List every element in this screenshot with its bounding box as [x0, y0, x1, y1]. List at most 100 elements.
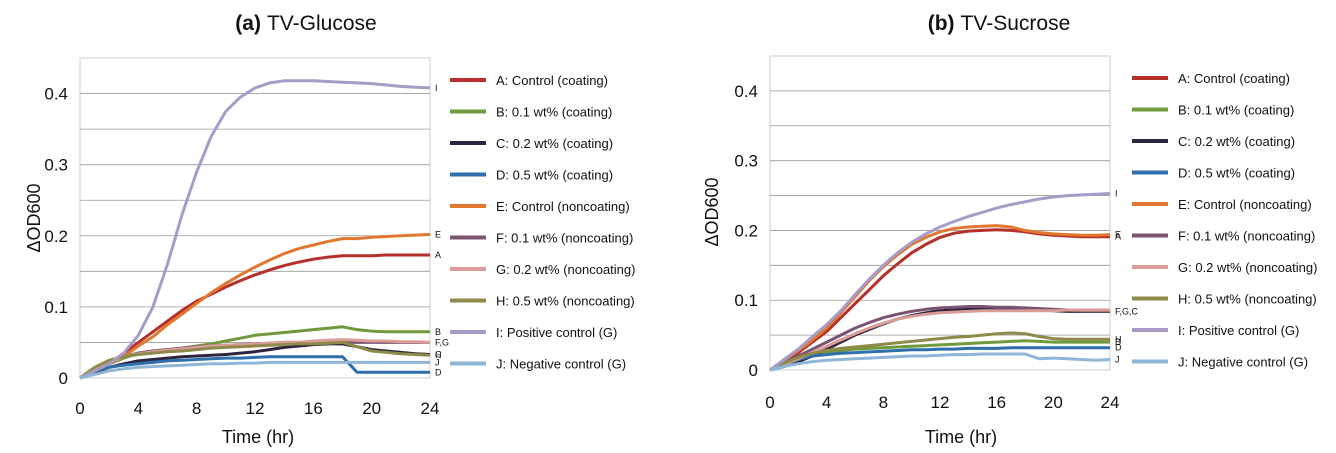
y-tick-label: 0.2 — [44, 227, 68, 246]
y-tick-label: 0.1 — [734, 291, 758, 310]
x-tick-label: 20 — [1044, 393, 1063, 412]
panel-b: (b) TV-Sucrose 00.10.20.30.4 0 4 8 12 16 20 24 … — [702, 12, 1317, 447]
x-tick-label: 0 — [765, 393, 774, 412]
panel-a: (a) TV-Glucose 00.10.20.30.4 0 4 8 12 16 20 24 … — [24, 12, 635, 447]
y-tick-labels: 0 0.1 0.2 0.3 0.4 — [44, 85, 68, 388]
series-end-label: A — [435, 250, 441, 260]
legend-label: B: 0.1 wt% (coating) — [496, 105, 612, 120]
legend: A: Control (coating) B: 0.1 wt% (coating)… — [1132, 71, 1317, 370]
y-tick-label: 0.3 — [734, 152, 758, 171]
gridlines — [80, 93, 430, 343]
series-lines — [769, 192, 1111, 372]
series-end-label: H — [435, 350, 442, 360]
legend-label: F: 0.1 wt% (noncoating) — [1178, 229, 1315, 244]
x-tick-labels: 0 4 8 12 16 20 24 — [75, 399, 439, 418]
series-end-label: B — [1115, 337, 1121, 347]
x-tick-label: 24 — [1101, 393, 1120, 412]
series-end-label: I — [435, 83, 438, 93]
series-end-label: I — [1115, 188, 1118, 198]
legend-label: D: 0.5 wt% (coating) — [1178, 166, 1295, 181]
series-end-label: F,G,C — [1115, 306, 1139, 316]
y-tick-label: 0.2 — [734, 221, 758, 240]
legend: A: Control (coating) B: 0.1 wt% (coating)… — [450, 73, 635, 372]
series-end-label: J — [1115, 355, 1120, 365]
series-line — [769, 192, 1111, 372]
x-tick-label: 16 — [987, 393, 1006, 412]
series-line — [769, 346, 1110, 372]
y-tick-label: 0.4 — [734, 82, 758, 101]
legend-label: G: 0.2 wt% (noncoating) — [496, 262, 635, 277]
y-tick-label: 0 — [749, 361, 758, 380]
x-tick-label: 16 — [304, 399, 323, 418]
panel-title: (b) TV-Sucrose — [928, 12, 1071, 35]
legend-label: E: Control (noncoating) — [1178, 197, 1312, 212]
series-end-label: E — [1115, 230, 1121, 240]
series-line — [769, 308, 1110, 372]
series-end-label: A — [1115, 232, 1121, 242]
chart-title: TV-Sucrose — [961, 12, 1071, 35]
panel-label: (a) — [235, 12, 261, 35]
x-tick-label: 4 — [134, 399, 143, 418]
legend-label: G: 0.2 wt% (noncoating) — [1178, 260, 1317, 275]
legend-label: J: Negative control (G) — [1178, 355, 1308, 370]
series-end-label: F,G — [435, 337, 449, 347]
series-line — [79, 360, 430, 380]
series-end-label: D — [1115, 343, 1122, 353]
legend-label: D: 0.5 wt% (coating) — [496, 168, 613, 183]
legend-label: A: Control (coating) — [496, 73, 608, 88]
series-line — [79, 79, 431, 380]
y-tick-label: 0.4 — [44, 85, 68, 104]
series-line — [79, 253, 430, 380]
y-axis-label: ΔOD600 — [24, 183, 44, 252]
panel-title: (a) TV-Glucose — [235, 12, 376, 35]
chart-title: TV-Glucose — [267, 12, 377, 35]
series-line — [79, 340, 431, 380]
legend-label: I: Positive control (G) — [1178, 323, 1299, 338]
legend-label: J: Negative control (G) — [496, 357, 626, 372]
x-tick-label: 4 — [822, 393, 831, 412]
series-line — [769, 224, 1111, 372]
y-tick-label: 0.1 — [44, 298, 68, 317]
legend-label: C: 0.2 wt% (coating) — [1178, 134, 1295, 149]
plot-area — [79, 57, 431, 379]
plot-area — [769, 55, 1111, 371]
legend-label: H: 0.5 wt% (noncoating) — [1178, 292, 1317, 307]
series-end-label: J — [435, 357, 440, 367]
series-lines — [79, 79, 431, 380]
legend-label: B: 0.1 wt% (coating) — [1178, 103, 1294, 118]
gridlines — [770, 90, 1110, 336]
x-tick-label: 20 — [362, 399, 381, 418]
series-line — [79, 232, 431, 380]
x-tick-label: 0 — [75, 399, 84, 418]
y-axis-label: ΔOD600 — [702, 177, 722, 246]
x-tick-labels: 0 4 8 12 16 20 24 — [765, 393, 1119, 412]
series-line — [79, 355, 430, 380]
legend-label: A: Control (coating) — [1178, 71, 1290, 86]
x-tick-label: 24 — [421, 399, 440, 418]
series-end-labels: A B CD E F,G H I J — [435, 83, 449, 377]
legend-label: I: Positive control (G) — [496, 325, 617, 340]
series-end-label: E — [435, 229, 441, 239]
x-tick-label: 12 — [246, 399, 265, 418]
x-tick-label: 12 — [931, 393, 950, 412]
series-end-label: B — [435, 327, 441, 337]
panel-label: (b) — [928, 12, 955, 35]
series-end-label: C — [435, 350, 442, 360]
series-line — [769, 331, 1110, 372]
x-tick-label: 8 — [879, 393, 888, 412]
y-tick-label: 0 — [59, 369, 68, 388]
y-tick-label: 0.3 — [44, 156, 68, 175]
y-tick-labels: 0 0.1 0.2 0.3 0.4 — [734, 82, 758, 380]
x-tick-label: 8 — [192, 399, 201, 418]
legend-label: C: 0.2 wt% (coating) — [496, 136, 613, 151]
series-line — [769, 352, 1111, 372]
legend-label: F: 0.1 wt% (noncoating) — [496, 231, 633, 246]
x-axis-label: Time (hr) — [925, 427, 997, 447]
series-end-label: D — [435, 367, 442, 377]
legend-label: H: 0.5 wt% (noncoating) — [496, 294, 635, 309]
series-end-labels: A B F,G,C D E H I J — [1115, 188, 1139, 364]
legend-label: E: Control (noncoating) — [496, 199, 630, 214]
series-end-label: H — [1115, 334, 1122, 344]
x-axis-label: Time (hr) — [222, 427, 294, 447]
